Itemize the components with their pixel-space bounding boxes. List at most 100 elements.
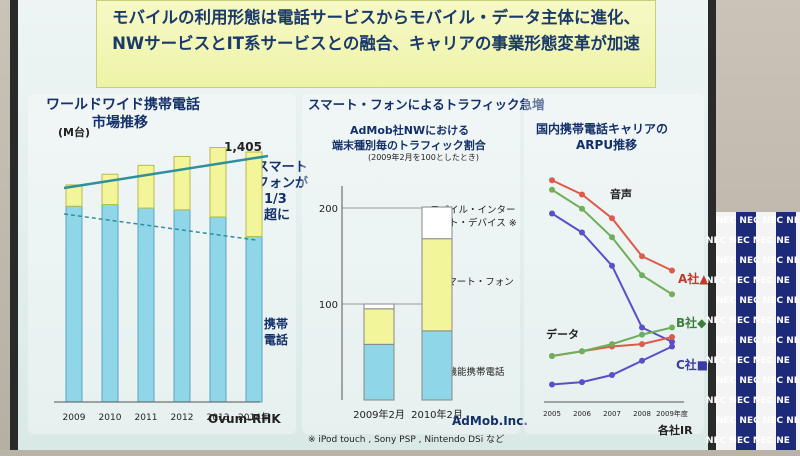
bar-feature-phone [173,209,191,403]
series-marker [669,343,675,350]
series-marker [549,186,555,193]
panel2-title: スマート・フォンによるトラフィック急増 [308,97,545,112]
panel2-footnote: ※ iPod touch , Sony PSP , Nintendo DSi な… [308,435,505,445]
series-marker [579,229,585,236]
panel2-chart: 100 200 2009年2月 2010年2月 [319,186,463,421]
bar-smartphone [173,155,191,211]
panel3-label-data: データ [546,328,579,341]
series-marker [639,341,645,348]
bar-smartphone [65,184,83,207]
series-marker [669,338,675,345]
panel3-title-line2: ARPU推移 [576,138,638,152]
slide-title-line2: NWサービスとIT系サービスとの融合、キャリアの事業形態変革が加速 [112,34,640,53]
bar-segment [363,308,395,345]
series-marker [639,357,645,364]
series-marker [549,210,555,217]
nec-logo-row: NEC NEC NEC NEC NEC [716,336,800,346]
series-marker [639,272,645,279]
series-marker [609,262,615,269]
bar-segment [363,303,395,310]
panel2-subtitle-line2: 端末種別毎のトラフィック割合 [332,139,486,152]
nec-logo-row: NEC NEC NEC NEC NEC [706,356,790,366]
panel1-title-line1: ワールドワイド携帯電話 [46,97,200,113]
nec-logo-row: NEC NEC NEC NEC NEC [706,236,790,246]
panel3-carrier-c: C社■ [676,358,708,372]
nec-backdrop: NEC NEC NEC NEC NEC NEC NEC NEC NEC NEC … [706,212,800,450]
x-tick-label: 2007 [603,410,621,418]
panel2-label-mid: モバイル・インター ネット・デバイス ※ [430,205,517,229]
nec-logo-row: NEC NEC NEC NEC NEC [716,216,800,226]
series-marker [669,267,675,274]
panel2-label-smart: スマート・フォン [438,277,514,288]
trend-arrow-phone [63,213,257,241]
bar-feature-phone [101,203,119,403]
panel1-top-value: 1,405 [224,140,262,154]
slide-title-line1: モバイルの利用形態は電話サービスからモバイル・データ主体に進化、 [112,8,640,27]
x-tick-label: 2014年 [238,411,270,423]
series-marker [549,381,555,388]
panel2-note: (2009年2月を100としたとき) [368,153,479,162]
panel3-carrier-a: A社▲ [678,272,708,286]
x-tick-label: 2005 [543,410,561,418]
bar-smartphone [137,164,155,209]
x-tick-label: 2013 [207,413,230,423]
panel3-carrier-b: B社◆ [676,316,707,330]
series-marker [609,372,615,378]
bar-feature-phone [137,207,155,403]
series-marker [609,341,615,348]
series-marker [549,353,555,359]
bar-segment [363,343,395,401]
bar-feature-phone [245,236,263,403]
panel1-unit: (M台) [58,126,91,139]
series-line [551,188,673,296]
series-marker [579,348,585,355]
y-tick-label: 200 [319,204,338,215]
panel1-annotation: スマート フォンが 1/3 超に [256,160,309,223]
series-marker [609,215,615,222]
panel1-source: Ovum-RHK [208,412,281,426]
slide: モバイルの利用形態は電話サービスからモバイル・データ主体に進化、 NWサービスと… [18,0,708,450]
panel3-title-line1: 国内携帯電話キャリアの [536,122,669,136]
panel1-legend-label: 携帯 電話 [264,317,289,347]
panel1-title-line2: 市場推移 [92,115,148,131]
x-tick-label: 2010年2月 [411,408,463,421]
bar-feature-phone [209,216,227,403]
slide-title-box: モバイルの利用形態は電話サービスからモバイル・データ主体に進化、 NWサービスと… [96,0,656,88]
panel3-label-voice: 音声 [610,188,632,201]
bar-feature-phone [65,205,83,403]
panel2-label-feature: 高機能携帯電話 [438,367,505,378]
panel-traffic: スマート・フォンによるトラフィック急増 AdMob社NWにおける 端末種別毎のト… [302,94,545,445]
trend-arrow-total [63,154,269,190]
bar-segment [421,206,453,240]
series-marker [669,334,675,340]
x-tick-label: 2009年度 [656,409,688,418]
nec-logo-row: NEC NEC NEC NEC NEC [706,396,790,406]
bar-segment [421,238,453,332]
x-tick-label: 2006 [573,410,591,418]
panel3-source: 各社IR [658,424,693,437]
nec-logo-row: NEC NEC NEC NEC NEC [716,256,800,266]
bar-smartphone [209,147,227,218]
series-line [551,212,673,343]
series-marker [579,205,585,212]
bar-segment [421,330,453,401]
panel2-source: AdMob.Inc. [452,414,528,428]
nec-logo-row: NEC NEC NEC NEC NEC [716,296,800,306]
x-tick-label: 2010 [99,413,122,423]
nec-logo-row: NEC NEC NEC NEC NEC [716,416,800,426]
panel-worldwide-market: ワールドワイド携帯電話 市場推移 (M台) 1,405 スマート フォンが 1/3… [28,94,308,434]
bar-smartphone [245,151,263,238]
series-marker [579,379,585,386]
series-marker [579,191,585,198]
panel1-chart: 2009 2010 2011 2012 2013 2014年 [54,147,270,423]
x-tick-label: 2009 [63,413,86,423]
series-marker [639,324,645,331]
x-tick-label: 2009年2月 [353,408,405,421]
series-marker [609,234,615,241]
panel2-subtitle-line1: AdMob社NWにおける [350,124,470,137]
y-tick-label: 100 [319,300,338,311]
nec-logo-row: NEC NEC NEC NEC NEC [706,316,790,326]
series-marker [669,324,675,331]
nec-logo-row: NEC NEC NEC NEC NEC [706,276,790,286]
x-tick-label: 2011 [135,413,158,423]
